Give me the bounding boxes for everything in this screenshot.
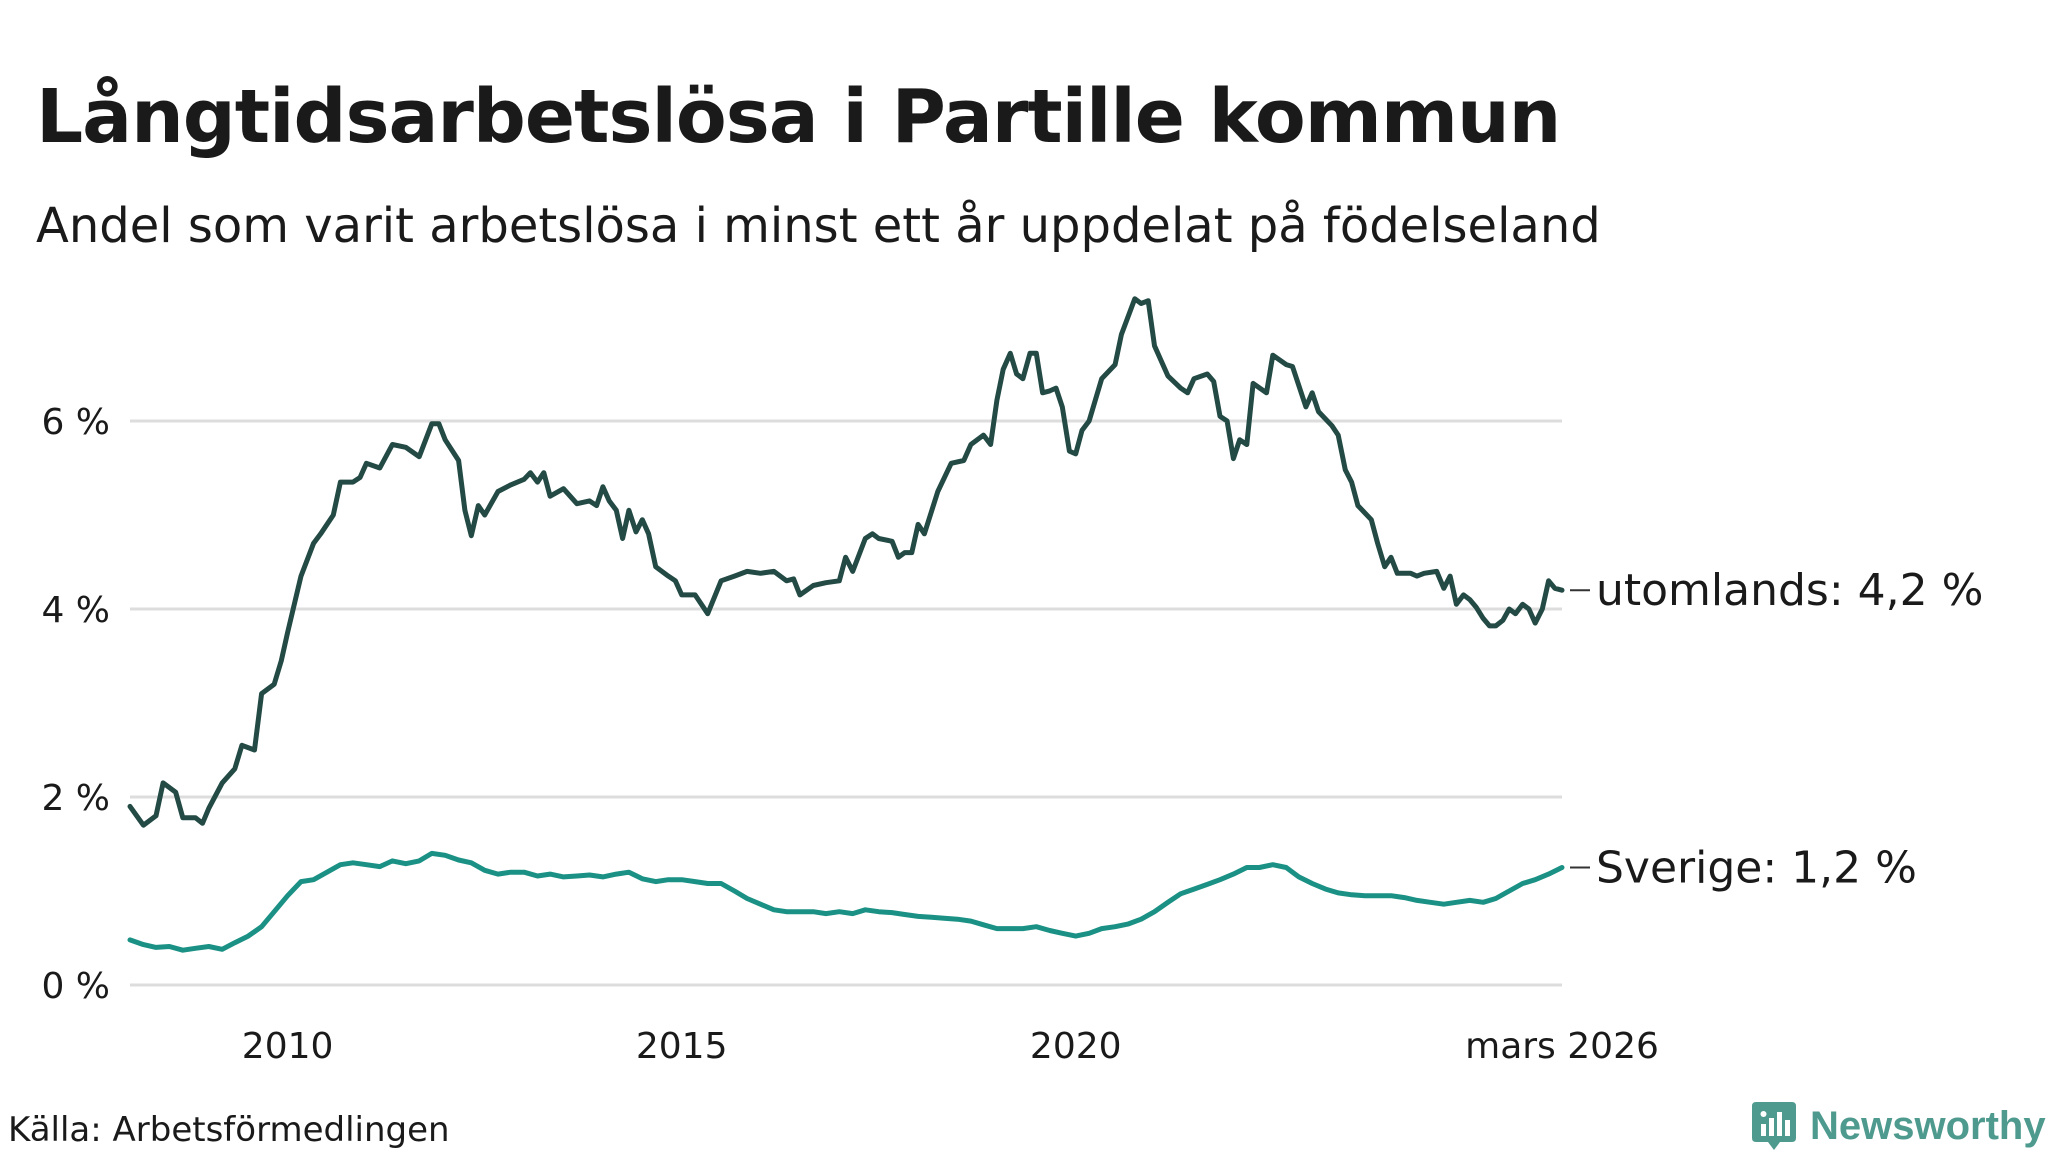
newsworthy-logo-icon [1752,1102,1796,1150]
y-tick-label: 0 % [41,966,110,1007]
x-tick-label: 2020 [1030,1026,1122,1067]
y-tick-label: 2 % [41,778,110,819]
line-chart: 0 % 2 % 4 % 6 % 2010 2015 2020 mars 2026 utoml… [41,296,1983,1067]
brand-logo: Newsworthy [1750,1096,2046,1156]
series-line-utomlands [127,296,1565,828]
source-note: Källa: Arbetsförmedlingen [8,1110,450,1150]
series-line-sverige [127,850,1565,953]
x-tick-label: mars 2026 [1465,1026,1659,1067]
end-label-sverige: Sverige: 1,2 % [1596,843,1917,894]
x-tick-label: 2015 [636,1026,728,1067]
y-tick-label: 4 % [41,590,110,631]
x-axis-ticks: 2010 2015 2020 mars 2026 [242,1026,1659,1067]
chart-subtitle: Andel som varit arbetslösa i minst ett å… [36,197,1601,254]
series-lines [127,296,1565,953]
y-axis-ticks: 0 % 2 % 4 % 6 % [41,402,110,1007]
x-tick-label: 2010 [242,1026,334,1067]
y-tick-label: 6 % [41,402,110,443]
end-label-utomlands: utomlands: 4,2 % [1596,565,1983,616]
brand-name: Newsworthy [1810,1103,2046,1148]
gridlines [130,419,1562,987]
chart-title: Långtidsarbetslösa i Partille kommun [36,73,1561,160]
end-labels: utomlands: 4,2 % Sverige: 1,2 % [1570,565,1983,894]
